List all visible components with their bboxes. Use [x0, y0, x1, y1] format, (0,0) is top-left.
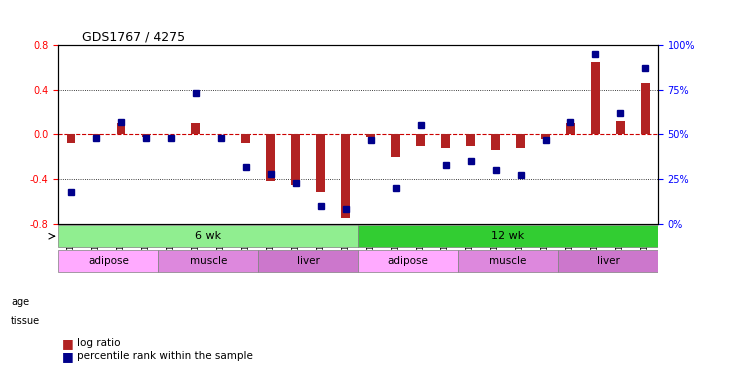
FancyBboxPatch shape: [159, 250, 258, 273]
Text: 6 wk: 6 wk: [195, 231, 221, 241]
FancyBboxPatch shape: [58, 250, 159, 273]
Bar: [241, 134, 250, 143]
FancyBboxPatch shape: [358, 225, 658, 248]
Bar: [416, 134, 425, 146]
Text: liver: liver: [297, 256, 319, 266]
Bar: [391, 134, 400, 157]
Bar: [341, 134, 350, 218]
Bar: [591, 62, 600, 134]
FancyBboxPatch shape: [58, 225, 358, 248]
Bar: [292, 134, 300, 184]
Bar: [491, 134, 500, 150]
Bar: [541, 134, 550, 139]
Bar: [67, 134, 75, 143]
Bar: [142, 134, 151, 136]
FancyBboxPatch shape: [358, 250, 458, 273]
Text: GDS1767 / 4275: GDS1767 / 4275: [83, 31, 186, 44]
Text: liver: liver: [596, 256, 619, 266]
Bar: [366, 134, 375, 136]
Text: ■: ■: [62, 350, 74, 363]
Bar: [616, 121, 625, 134]
Text: muscle: muscle: [489, 256, 527, 266]
FancyBboxPatch shape: [458, 250, 558, 273]
Text: tissue: tissue: [11, 316, 40, 326]
Text: percentile rank within the sample: percentile rank within the sample: [77, 351, 253, 361]
Bar: [317, 134, 325, 192]
Text: 12 wk: 12 wk: [491, 231, 525, 241]
Text: adipose: adipose: [88, 256, 129, 266]
Bar: [116, 123, 125, 134]
Text: age: age: [11, 297, 29, 307]
FancyBboxPatch shape: [558, 250, 658, 273]
Bar: [641, 83, 650, 134]
Bar: [442, 134, 450, 148]
Text: adipose: adipose: [387, 256, 428, 266]
Bar: [516, 134, 525, 148]
FancyBboxPatch shape: [258, 250, 358, 273]
Bar: [566, 123, 575, 134]
Bar: [192, 123, 200, 134]
Bar: [466, 134, 475, 146]
Text: ■: ■: [62, 337, 74, 350]
Text: log ratio: log ratio: [77, 338, 121, 348]
Text: muscle: muscle: [189, 256, 227, 266]
Bar: [91, 134, 100, 135]
Bar: [266, 134, 275, 181]
